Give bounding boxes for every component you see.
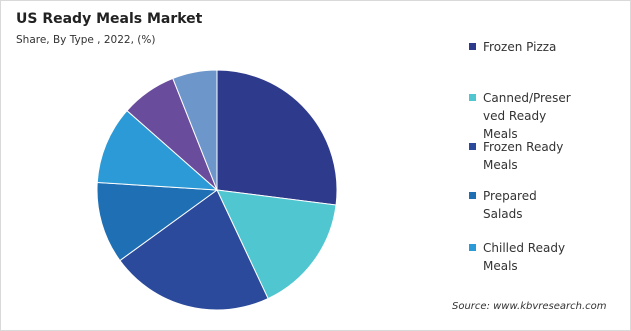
legend-label: Frozen Ready Meals: [483, 140, 564, 172]
pie-slice: [216, 189, 337, 300]
source-note: Source: www.kbvresearch.com: [452, 301, 607, 312]
legend-swatch: [469, 143, 476, 150]
pie-slice: [119, 189, 269, 311]
legend-item: Chilled Ready Meals: [469, 239, 575, 275]
legend-item: Frozen Ready Meals: [469, 138, 575, 174]
chart-subtitle: Share, By Type , 2022, (%): [16, 34, 156, 46]
legend-swatch: [469, 192, 476, 199]
legend-label: Chilled Ready Meals: [483, 241, 566, 273]
legend-label: Prepared Salads: [483, 189, 537, 221]
chart-title: US Ready Meals Market: [16, 11, 203, 27]
legend-item: Prepared Salads: [469, 187, 575, 223]
legend-item: Frozen Pizza: [469, 38, 575, 56]
pie-slice: [216, 69, 338, 206]
pie-slice: [96, 181, 219, 262]
legend-swatch: [469, 244, 476, 251]
pie-slice: [172, 69, 218, 191]
pie-slice: [96, 109, 219, 191]
legend-label: Canned/Preserved Ready Meals: [483, 91, 571, 141]
legend-swatch: [469, 94, 476, 101]
legend-swatch: [469, 43, 476, 50]
legend-item: Canned/Preserved Ready Meals: [469, 89, 575, 143]
legend-label: Frozen Pizza: [483, 40, 557, 54]
